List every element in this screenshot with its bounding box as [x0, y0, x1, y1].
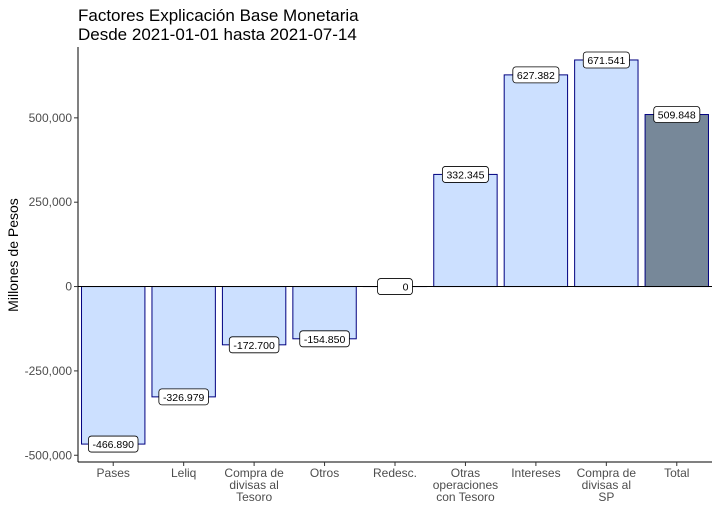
x-tick-label: Otros: [310, 466, 339, 480]
bar: [574, 59, 639, 288]
x-tick-label: Compra de divisas al Tesoro: [224, 466, 284, 504]
bar: [81, 286, 146, 445]
y-tick-label: 250,000: [29, 195, 73, 209]
y-tick-label: 0: [65, 280, 72, 294]
x-tick-label: Redesc.: [373, 466, 417, 480]
svg-text:-466.890: -466.890: [92, 439, 134, 451]
data-label: 509.848: [653, 106, 701, 123]
y-tick-label: -250,000: [25, 364, 73, 378]
x-axis: Pases Leliq Compra de divisas al Tesoro Otros…: [78, 461, 712, 504]
bars: [81, 59, 709, 445]
bar: [151, 286, 216, 398]
svg-text:-154.850: -154.850: [304, 334, 346, 346]
x-tick-label: Otras operaciones con Tesoro: [433, 466, 498, 504]
bar: [503, 74, 569, 288]
svg-text:671.541: 671.541: [587, 55, 625, 67]
chart-title: Factores Explicación Base Monetaria: [78, 6, 359, 25]
data-label: 671.541: [582, 51, 630, 69]
x-tick-label: Total: [664, 466, 689, 480]
data-label: 0: [377, 278, 413, 295]
y-axis: -500,000 -250,000 0 250,000 500,000: [25, 47, 79, 462]
chart-subtitle: Desde 2021-01-01 hasta 2021-07-14: [78, 25, 357, 44]
y-tick-label: -500,000: [25, 448, 73, 462]
svg-text:-172.700: -172.700: [233, 340, 275, 352]
svg-text:-326.979: -326.979: [163, 392, 205, 404]
y-tick-label: 500,000: [29, 111, 73, 125]
data-label: -154.850: [299, 330, 350, 348]
x-tick-label: Intereses: [511, 466, 560, 480]
data-labels: -466.890 -326.979 -172.700 -154.850 0 332.345…: [88, 51, 701, 453]
svg-text:509.848: 509.848: [658, 110, 696, 122]
data-label: 627.382: [512, 66, 560, 84]
x-tick-label: Pases: [97, 466, 130, 480]
data-label: -326.979: [158, 388, 209, 406]
x-tick-label: Leliq: [171, 466, 196, 480]
y-axis-title: Millones de Pesos: [5, 198, 21, 312]
data-label: -172.700: [228, 336, 280, 354]
bar: [433, 173, 498, 288]
x-tick-label: Compra de divisas al SP: [577, 466, 637, 504]
svg-text:627.382: 627.382: [517, 70, 555, 82]
data-label: 332.345: [441, 166, 489, 183]
bar: [221, 286, 287, 346]
bar: [644, 114, 709, 288]
data-label: -466.890: [88, 435, 139, 453]
svg-text:0: 0: [403, 282, 409, 294]
svg-text:332.345: 332.345: [446, 169, 484, 181]
